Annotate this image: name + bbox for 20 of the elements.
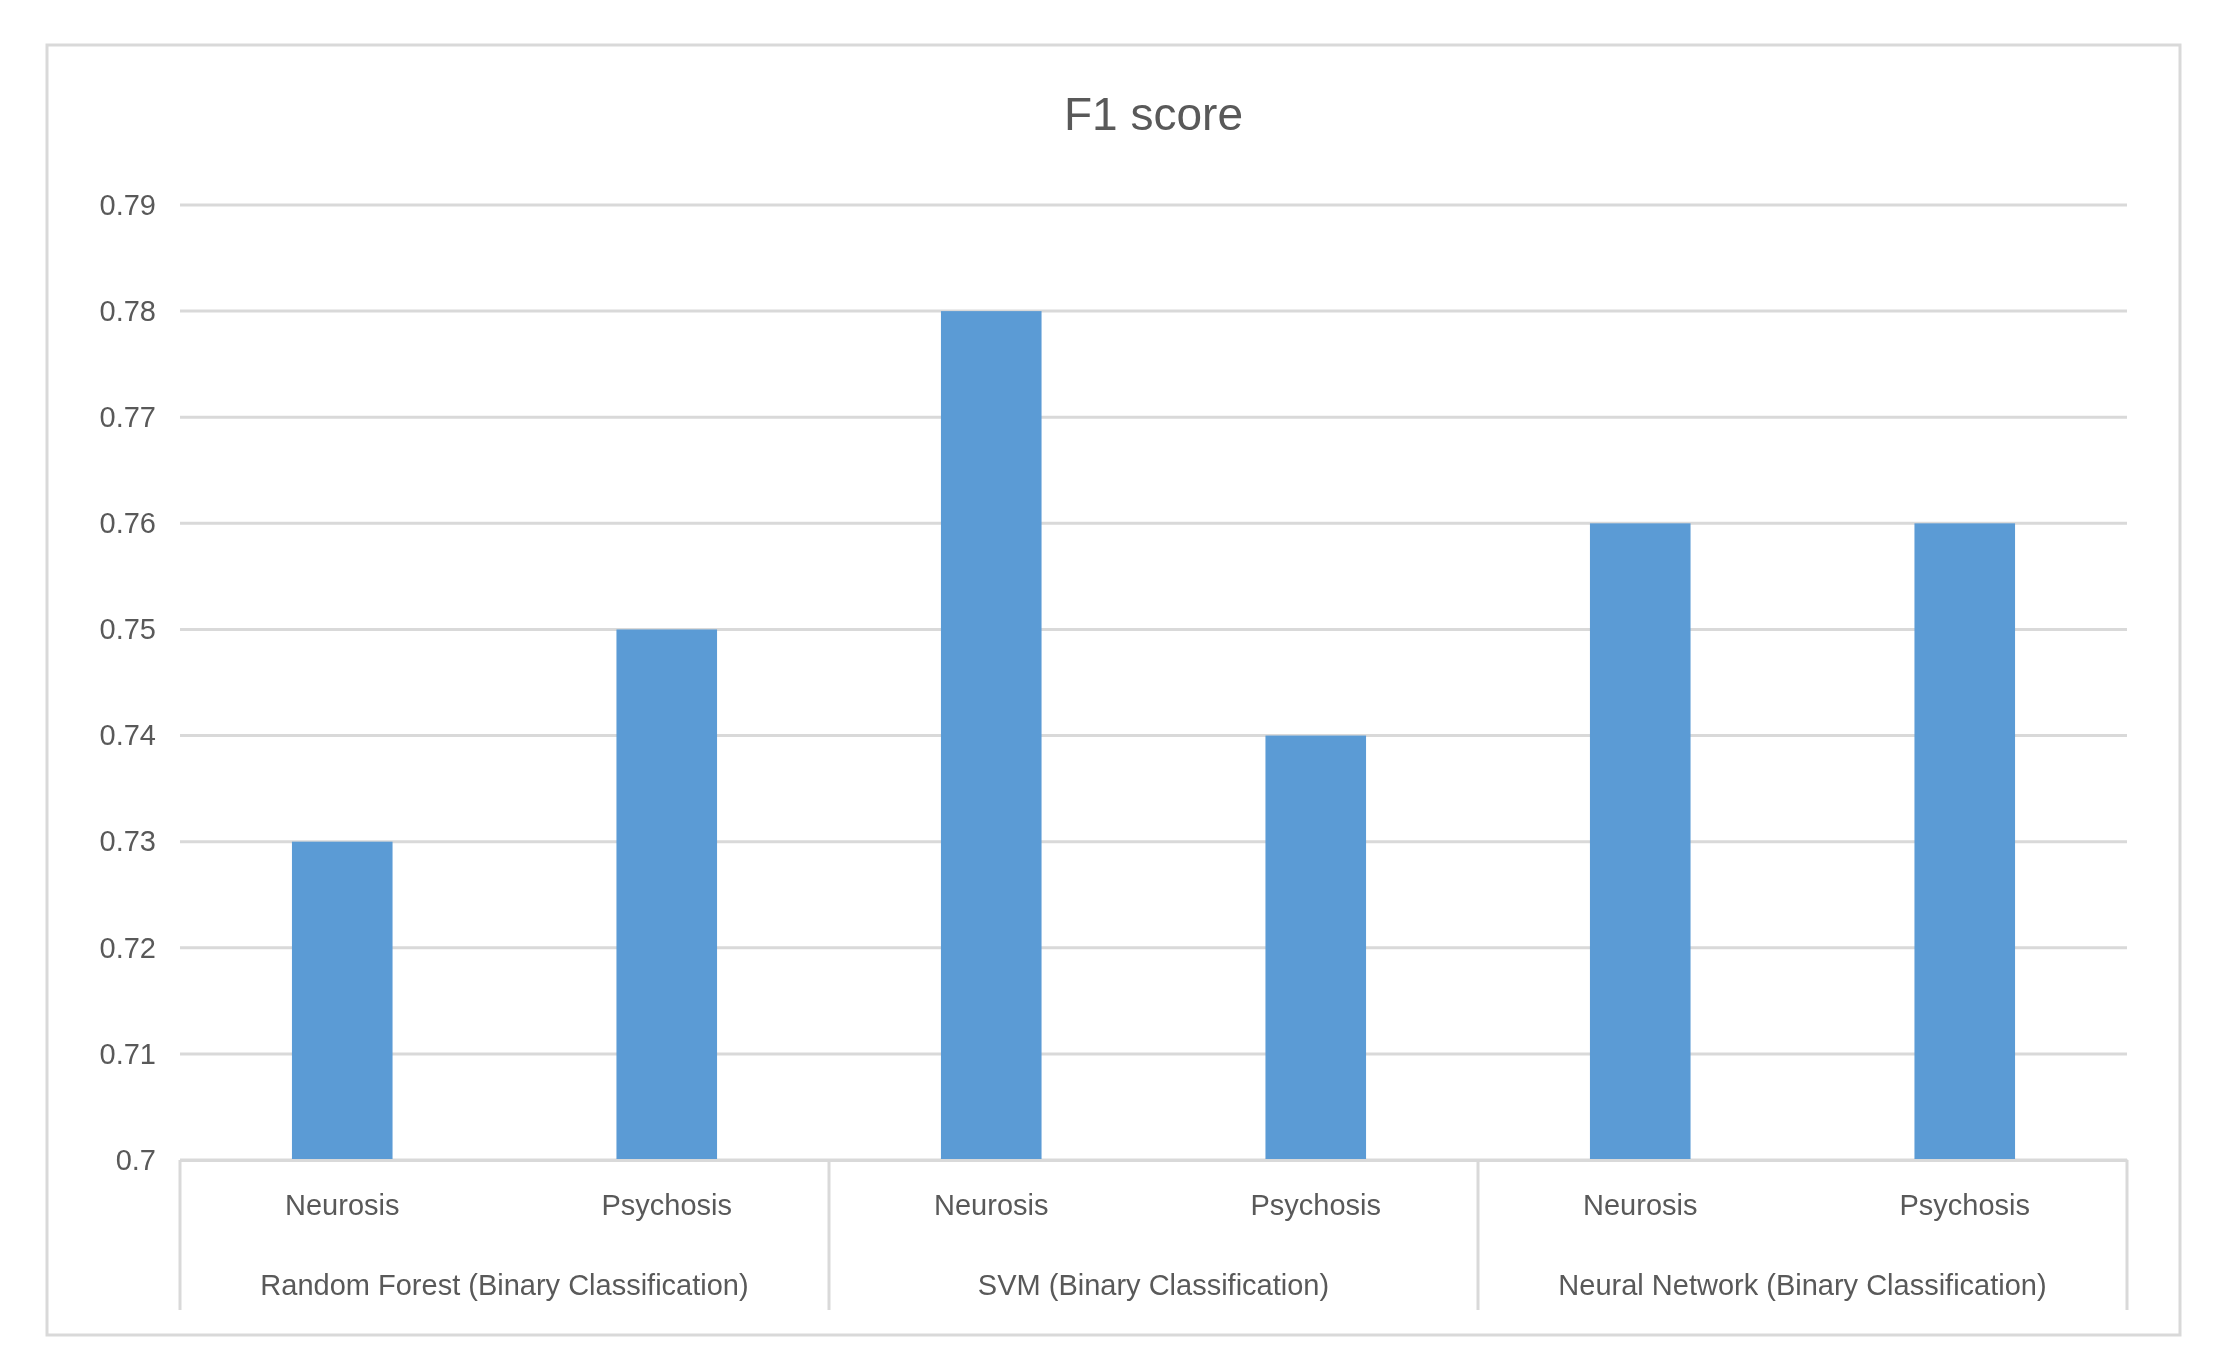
x-tick-label: Neurosis [934,1188,1049,1221]
y-tick-label: 0.77 [99,401,156,433]
chart-title: F1 score [1064,88,1243,140]
text: Neural Network (Binary Classification) [1558,1269,2047,1301]
x-tick-label: Psychosis [1899,1188,2031,1221]
y-tick-label: 0.72 [99,931,156,964]
x-tick-label: Psychosis [601,1188,733,1221]
y-tick-label: 0.73 [99,825,156,858]
y-tick-label: 0.76 [99,507,156,540]
y-tick-label: 0.7 [115,1143,156,1176]
x-tick-label: Neurosis [285,1188,400,1221]
x-tick-label: Neurosis [1583,1188,1698,1221]
y-tick-label: 0.79 [99,188,156,221]
y-tick-label: 0.74 [99,719,156,752]
text: Random Forest (Binary Classification) [260,1269,749,1301]
x-tick-label: Psychosis [1250,1188,1382,1221]
y-tick-label: 0.78 [99,294,156,327]
y-tick-label: 0.71 [99,1037,156,1070]
text: SVM (Binary Classification) [977,1269,1330,1301]
y-tick-label: 0.75 [99,613,156,646]
